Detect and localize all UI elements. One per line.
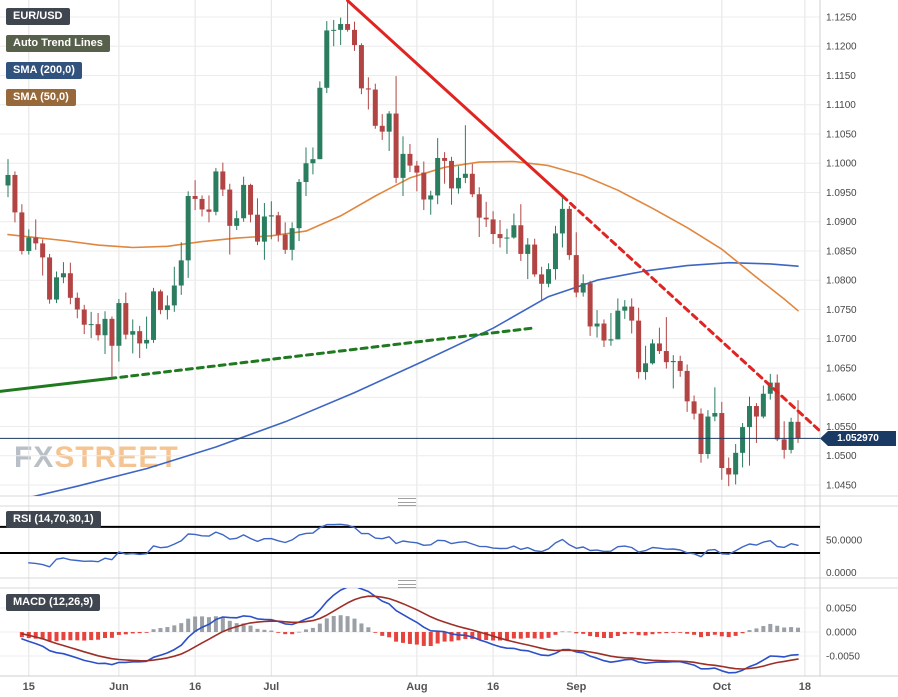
svg-text:1.0750: 1.0750 <box>826 305 857 316</box>
panel-resize-handle-2[interactable] <box>398 580 416 588</box>
fxstreet-watermark: FXSTREET <box>14 441 179 475</box>
main-panel <box>0 0 820 496</box>
svg-text:1.0650: 1.0650 <box>826 364 857 375</box>
svg-text:1.0450: 1.0450 <box>826 481 857 492</box>
vertical-gridlines: 15 Jun 16 Jul Aug 16 Sep Oct 18 <box>23 0 811 693</box>
legend-sma200-chip[interactable]: SMA (200,0) <box>6 62 82 79</box>
svg-text:50.0000: 50.0000 <box>826 535 863 546</box>
svg-text:1.1250: 1.1250 <box>826 13 857 24</box>
svg-text:1.0850: 1.0850 <box>826 247 857 258</box>
svg-text:Oct: Oct <box>713 681 732 693</box>
svg-text:1.1000: 1.1000 <box>826 159 857 170</box>
svg-text:1.0950: 1.0950 <box>826 188 857 199</box>
macd-panel <box>0 588 820 674</box>
legend-symbol-chip[interactable]: EUR/USD <box>6 8 70 25</box>
legend-sma50-chip[interactable]: SMA (50,0) <box>6 89 76 106</box>
svg-text:0.0000: 0.0000 <box>826 628 857 639</box>
last-price-tag: 1.052970 <box>820 431 896 446</box>
svg-text:1.0500: 1.0500 <box>826 451 857 462</box>
svg-text:18: 18 <box>799 681 811 693</box>
svg-text:0.0050: 0.0050 <box>826 604 857 615</box>
svg-text:Jul: Jul <box>263 681 279 693</box>
rsi-panel <box>0 523 820 568</box>
svg-text:0.0000: 0.0000 <box>826 568 857 579</box>
rsi-label-chip[interactable]: RSI (14,70,30,1) <box>6 511 101 528</box>
svg-text:-0.0050: -0.0050 <box>826 652 860 663</box>
svg-text:Sep: Sep <box>566 681 586 693</box>
svg-text:Aug: Aug <box>406 681 427 693</box>
svg-text:1.1200: 1.1200 <box>826 42 857 53</box>
svg-text:15: 15 <box>23 681 35 693</box>
svg-text:1.1100: 1.1100 <box>826 100 856 111</box>
svg-text:1.0700: 1.0700 <box>826 334 857 345</box>
macd-label-chip[interactable]: MACD (12,26,9) <box>6 594 101 611</box>
watermark-fx: FX <box>14 441 55 474</box>
svg-text:1.0550: 1.0550 <box>826 422 857 433</box>
svg-text:1.1050: 1.1050 <box>826 130 857 141</box>
legend-auto-trend-lines-chip[interactable]: Auto Trend Lines <box>6 35 110 52</box>
svg-text:16: 16 <box>189 681 201 693</box>
price-gridlines: 1.1250 1.1200 1.1150 1.1100 1.1050 1.1000 1.09… <box>0 13 857 492</box>
svg-text:1.0800: 1.0800 <box>826 276 857 287</box>
svg-text:Jun: Jun <box>109 681 129 693</box>
svg-text:16: 16 <box>487 681 499 693</box>
svg-text:1.1150: 1.1150 <box>826 71 856 82</box>
svg-text:1.0900: 1.0900 <box>826 217 857 228</box>
watermark-street: STREET <box>54 441 179 474</box>
panel-resize-handle-1[interactable] <box>398 498 416 506</box>
svg-text:1.0600: 1.0600 <box>826 393 857 404</box>
